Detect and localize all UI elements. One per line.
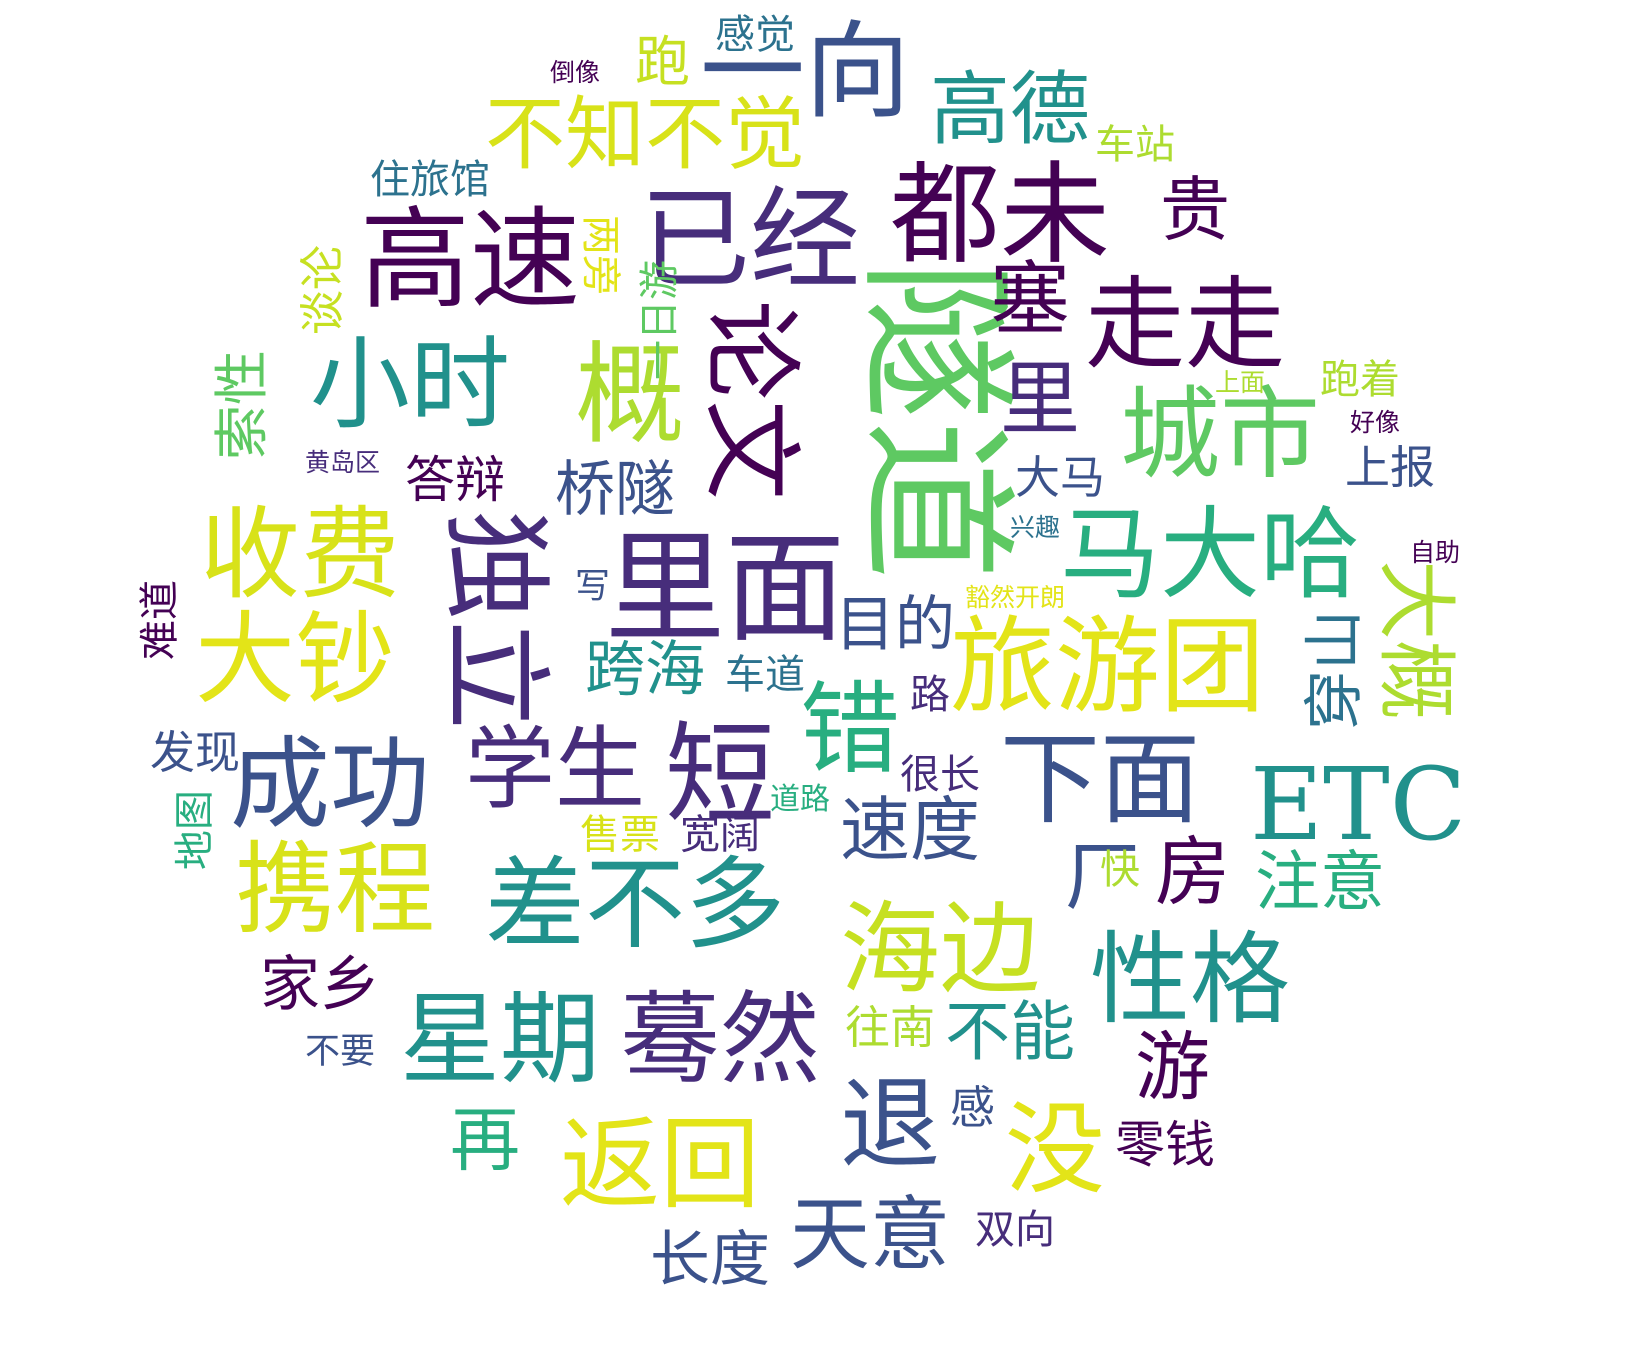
word-moran: 蓦然 [620,981,820,1098]
word-haoxiang: 好像 [1350,408,1401,437]
word-mei: 没 [1005,1091,1105,1208]
word-dama: 大马 [1015,451,1106,504]
word-kuankuo: 宽阔 [680,812,760,858]
word-sai: 塞 [990,253,1070,346]
word-henchang: 很长 [900,752,980,798]
word-fanhui: 返回 [560,1106,760,1223]
word-xie: 写 [575,567,611,607]
word-gai: 概 [575,331,685,459]
word-chang: 厂 [1065,833,1141,921]
word-chezhan: 车站 [1095,122,1175,168]
word-chuanshan: 穿山 [1300,610,1370,730]
word-paozhe: 跑着 [1320,357,1400,403]
word-cuo: 错 [800,671,900,788]
word-pao: 跑 [635,30,691,94]
word-chengshi: 城市 [1120,376,1320,493]
word-huangdaoqu: 黄岛区 [305,448,381,477]
word-huoranbkailang: 豁然开朗 [965,583,1066,612]
word-zhulvguan: 住旅馆 [370,157,490,203]
word-kuahai: 跨海 [585,635,705,705]
word-nandao: 难道 [137,580,183,660]
word-daolu: 道路 [770,782,830,817]
word-xiaoshi: 小时 [310,326,510,443]
word-shuangxiang: 双向 [975,1207,1055,1253]
word-limian: 里面 [605,520,845,659]
word-lunwen: 论文 [692,300,809,500]
word-gaosu: 高速 [360,196,580,324]
word-etc: ETC [1250,746,1467,863]
word-shangmian: 上面 [1215,368,1266,397]
word-shangbao: 上报 [1345,441,1436,494]
word-lu: 路 [910,672,950,718]
word-ganjue: 感觉 [715,12,795,58]
word-chedao: 车道 [725,652,805,698]
word-yixiang: 一向 [700,11,911,133]
word-zouzou: 走走 [1085,266,1285,383]
word-buzhibujue: 不知不觉 [485,88,805,181]
word-dabian: 答辩 [405,451,505,509]
word-gaode: 高德 [930,63,1090,156]
word-yiriyou: 一日游 [637,260,683,380]
word-duli: 独立 [431,510,559,730]
word-xiecheng: 携程 [235,831,435,948]
word-ditu: 地图 [172,790,218,870]
word-gui: 贵 [1160,169,1230,251]
word-buneng: 不能 [945,995,1076,1070]
word-shoufei: 收费 [200,496,400,613]
word-you: 游 [1135,1023,1211,1111]
word-changdu: 长度 [650,1225,770,1295]
word-gan: 感 [950,1081,996,1134]
word-xingge: 性格 [1090,921,1290,1038]
word-lingqian: 零钱 [1115,1116,1215,1174]
word-douwei: 都未 [890,151,1110,279]
word-qiaosui: 桥隧 [555,455,675,525]
word-dagai: 大概 [1369,560,1462,720]
word-daoxiang: 倒像 [550,58,601,87]
word-shoupiao: 售票 [580,812,660,858]
word-madaha: 马大哈 [1060,496,1360,613]
word-yijing: 已经 [640,176,860,304]
word-chenggong: 成功 [230,726,430,843]
word-fang: 房 [1155,828,1231,916]
word-kuai: 快 [1100,847,1140,893]
word-jiaxiang: 家乡 [260,950,380,1020]
word-dachao: 大钞 [195,601,395,718]
word-lvyoutuan: 旅游团 [950,606,1266,728]
word-sudu: 速度 [840,789,980,871]
word-xiamian: 下面 [1000,721,1200,838]
word-xingqu: 兴趣 [1010,513,1061,542]
word-zhuyi: 注意 [1255,845,1386,920]
word-zizhu: 自助 [1410,538,1461,567]
word-xingqi: 星期 [400,981,600,1098]
word-duan: 短 [665,711,775,839]
word-mudi: 目的 [835,590,955,660]
word-tui: 退 [840,1066,940,1183]
word-faxian: 发现 [150,726,241,779]
word-wangnan: 往南 [845,1001,936,1054]
word-tianyi: 天意 [790,1188,950,1281]
word-zai: 再 [450,1099,520,1181]
word-li: 里 [1000,353,1080,446]
word-buyao: 不要 [305,1032,376,1072]
word-liangpang: 两旁 [577,215,623,295]
word-suoxing: 索性 [210,350,274,461]
word-haibian: 海边 [840,891,1040,1008]
word-chabuduo: 差不多 [485,846,785,963]
word-xuesheng: 学生 [465,717,645,822]
word-tanlun: 谈论 [296,245,349,336]
